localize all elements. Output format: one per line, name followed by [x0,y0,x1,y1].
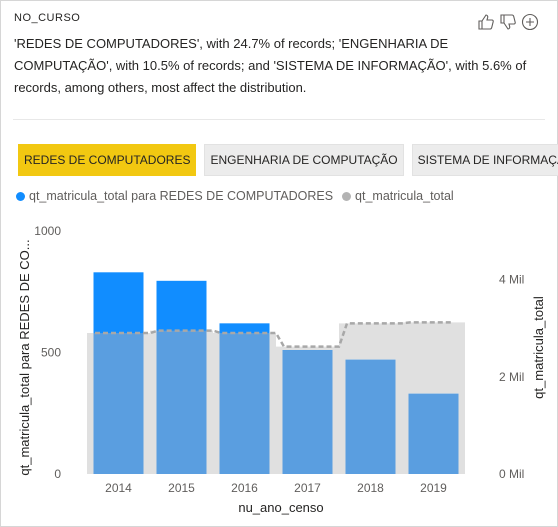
legend-item-series1[interactable]: qt_matricula_total para REDES DE COMPUTA… [16,189,333,203]
x-tick-label: 2014 [105,481,132,495]
legend-marker-series2 [342,191,352,201]
chip-engenharia-de-computacao[interactable]: ENGENHARIA DE COMPUTAÇÃO [204,144,404,176]
thumbs-down-icon[interactable] [499,13,517,31]
bar-overlap-2019 [408,393,459,474]
legend-label-series1: qt_matricula_total para REDES DE COMPUTA… [29,189,334,203]
chart-legend: qt_matricula_total para REDES DE COMPUTA… [16,189,463,203]
y-left-tick-label: 0 [54,467,61,481]
series2-area [87,322,465,474]
field-name: NO_CURSO [14,12,81,24]
y-left-axis-title: qt_matricula_total para REDES DE CO... [17,239,32,475]
bar-overlap-2015 [156,330,207,474]
feedback-toolbar [477,13,539,31]
divider [13,119,545,120]
y-left-tick-label: 1000 [34,224,61,238]
y-right-tick-label: 2 Mil [499,370,524,384]
legend-label-series2: qt_matricula_total [355,189,454,203]
bar-overlap-2014 [93,333,144,474]
bar-overlap-2016 [219,333,270,474]
category-chips: REDES DE COMPUTADORES ENGENHARIA DE COMP… [18,144,558,176]
x-tick-label: 2017 [294,481,321,495]
bar-overlap-2018 [345,359,396,474]
y-right-tick-label: 0 Mil [499,467,524,481]
y-right-axis-title: qt_matricula_total [531,296,546,399]
legend-item-series2[interactable]: qt_matricula_total [342,189,454,203]
chip-sistema-de-informacao[interactable]: SISTEMA DE INFORMAÇÃO [411,144,558,176]
x-tick-label: 2016 [231,481,258,495]
chip-redes-de-computadores[interactable]: REDES DE COMPUTADORES [18,144,197,176]
summary-text: 'REDES DE COMPUTADORES', with 24.7% of r… [14,36,527,95]
thumbs-up-icon[interactable] [477,13,495,31]
y-left-tick-label: 500 [41,346,61,360]
x-axis-title: nu_ano_censo [238,500,323,515]
x-tick-label: 2018 [357,481,384,495]
combo-chart: 0 500 1000 0 Mil 2 Mil 4 Mil 2014 2015 2016 2017 2… [17,224,546,515]
bar-overlap-2017 [282,350,333,474]
x-tick-label: 2019 [420,481,447,495]
y-right-tick-label: 4 Mil [499,273,524,287]
x-tick-label: 2015 [168,481,195,495]
add-icon[interactable] [521,13,539,31]
legend-marker-series1 [16,191,25,201]
